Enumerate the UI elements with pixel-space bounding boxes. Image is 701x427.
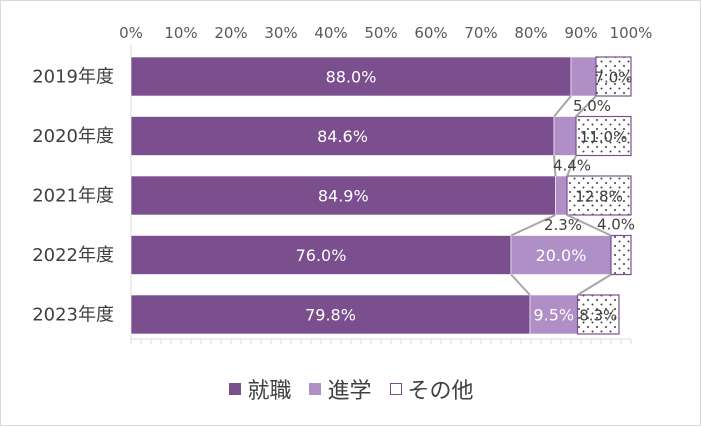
x-tick-label: 90%: [564, 24, 597, 42]
legend-swatch-employment: [229, 383, 242, 395]
category-label: 2020年度: [32, 126, 114, 147]
data-label-further-study: 20.0%: [536, 246, 587, 265]
bar-other: [576, 294, 620, 335]
data-label-other: 12.8%: [575, 188, 623, 206]
series-line: [566, 214, 612, 237]
series-line: [553, 155, 557, 177]
x-tick-label: 80%: [514, 24, 547, 42]
x-tick-label: 50%: [364, 24, 397, 42]
bar-employment: [130, 294, 531, 335]
series-line: [566, 155, 577, 177]
bar-further-study: [555, 175, 568, 216]
data-label-other: 11.0%: [580, 128, 628, 146]
x-tick-label: 0%: [119, 24, 143, 42]
series-line: [575, 95, 597, 118]
data-label-further-study: 2.3%: [544, 216, 582, 234]
legend-item-further-study: 進学: [309, 373, 372, 405]
category-label: 2022年度: [32, 245, 114, 266]
bar-employment: [130, 116, 555, 156]
legend-swatch-other: [389, 383, 402, 395]
bar-further-study: [553, 116, 577, 156]
data-label-further-study: 9.5%: [533, 306, 574, 325]
x-tick-label: 60%: [414, 24, 447, 42]
x-tick-label: 100%: [610, 24, 653, 42]
legend-swatch-further-study: [309, 383, 322, 395]
data-label-other: 8.3%: [579, 307, 617, 325]
bar-other: [566, 175, 632, 216]
legend-label-employment: 就職: [247, 379, 292, 404]
data-label-employment: 84.9%: [318, 187, 369, 206]
series-line: [553, 95, 572, 118]
legend-label-other: その他: [407, 379, 474, 404]
category-label: 2019年度: [32, 67, 114, 88]
bar-further-study: [570, 56, 597, 97]
bar-employment: [130, 175, 556, 216]
bar-employment: [130, 235, 512, 275]
category-label: 2023年度: [32, 305, 114, 326]
data-label-employment: 76.0%: [296, 246, 347, 265]
data-label-other: 7.0%: [594, 69, 632, 87]
bar-further-study: [510, 235, 612, 275]
legend-label-further-study: 進学: [327, 379, 372, 404]
x-tick-label: 10%: [164, 24, 197, 42]
data-label-employment: 79.8%: [305, 306, 356, 325]
legend: 就職 進学 その他: [1, 369, 701, 409]
data-label-employment: 84.6%: [317, 127, 368, 146]
data-label-further-study: 5.0%: [573, 97, 611, 115]
x-tick-label: 20%: [214, 24, 247, 42]
x-tick-label: 30%: [264, 24, 297, 42]
legend-item-employment: 就職: [229, 373, 291, 405]
series-line: [576, 273, 612, 296]
series-line: [510, 273, 531, 296]
legend-item-other: その他: [389, 373, 474, 405]
bar-other: [610, 234, 632, 276]
x-tick-label: 40%: [314, 24, 347, 42]
category-label: 2021年度: [32, 186, 114, 207]
bar-other: [595, 56, 632, 97]
data-label-other: 4.0%: [597, 216, 635, 234]
series-line: [510, 214, 556, 237]
data-label-further-study: 4.4%: [553, 157, 591, 175]
x-tick-label: 70%: [464, 24, 497, 42]
data-label-employment: 88.0%: [326, 68, 377, 87]
bar-other: [575, 115, 632, 157]
bar-employment: [130, 56, 572, 97]
